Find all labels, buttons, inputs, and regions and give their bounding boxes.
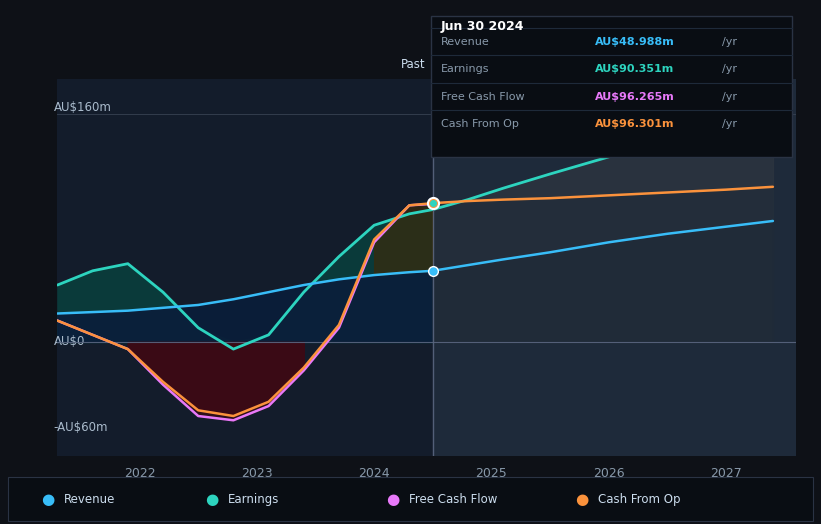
- Text: AU$96.301m: AU$96.301m: [595, 119, 675, 129]
- Text: Revenue: Revenue: [441, 37, 489, 47]
- Text: -AU$60m: -AU$60m: [54, 421, 108, 434]
- Text: Free Cash Flow: Free Cash Flow: [409, 493, 498, 506]
- Text: /yr: /yr: [722, 37, 737, 47]
- Text: AU$0: AU$0: [54, 335, 85, 348]
- Text: Past: Past: [401, 58, 425, 71]
- Bar: [433, 79, 796, 456]
- Bar: [57, 79, 433, 456]
- Text: ●: ●: [386, 492, 399, 507]
- Text: AU$48.988m: AU$48.988m: [595, 37, 675, 47]
- Text: ●: ●: [575, 492, 588, 507]
- Text: AU$90.351m: AU$90.351m: [595, 64, 675, 74]
- Text: Cash From Op: Cash From Op: [441, 119, 519, 129]
- Text: AU$160m: AU$160m: [54, 101, 112, 114]
- Text: /yr: /yr: [722, 92, 737, 102]
- Text: Revenue: Revenue: [64, 493, 116, 506]
- Text: ●: ●: [41, 492, 54, 507]
- Text: Earnings: Earnings: [441, 64, 489, 74]
- Text: Earnings: Earnings: [228, 493, 280, 506]
- Text: /yr: /yr: [722, 119, 737, 129]
- Text: Free Cash Flow: Free Cash Flow: [441, 92, 525, 102]
- Text: Analysts Forecasts: Analysts Forecasts: [440, 58, 550, 71]
- Text: AU$96.265m: AU$96.265m: [595, 92, 675, 102]
- Text: Jun 30 2024: Jun 30 2024: [441, 20, 525, 34]
- Text: ●: ●: [205, 492, 218, 507]
- Text: Cash From Op: Cash From Op: [598, 493, 680, 506]
- Text: /yr: /yr: [722, 64, 737, 74]
